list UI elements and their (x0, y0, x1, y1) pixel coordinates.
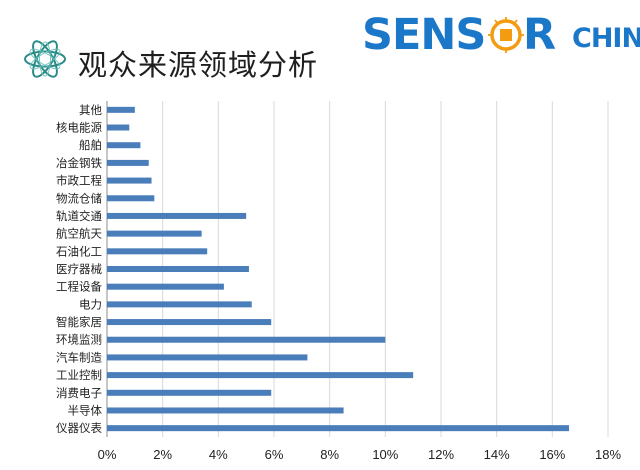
x-tick-label: 8% (320, 447, 339, 462)
category-label: 汽车制造 (56, 350, 102, 364)
category-label: 冶金钢铁 (56, 156, 102, 170)
bar (107, 389, 272, 396)
category-label: 其他 (79, 103, 102, 117)
logo-text-china: CHINA (572, 23, 640, 54)
horizontal-bar-chart: 其他核电能源船舶冶金钢铁市政工程物流仓储轨道交通航空航天石油化工医疗器械工程设备… (56, 101, 622, 462)
bars (107, 106, 570, 432)
x-tick-label: 18% (595, 447, 621, 462)
bar (107, 106, 135, 113)
category-label: 仪器仪表 (56, 421, 102, 435)
page-title: 观众来源领域分析 (78, 48, 319, 82)
bar (107, 354, 308, 361)
bar (107, 177, 152, 184)
bar (107, 124, 130, 131)
x-tick-label: 4% (209, 447, 228, 462)
x-tick-label: 0% (98, 447, 117, 462)
bar (107, 195, 155, 202)
category-labels: 其他核电能源船舶冶金钢铁市政工程物流仓储轨道交通航空航天石油化工医疗器械工程设备… (56, 103, 102, 435)
category-label: 电力 (79, 297, 102, 311)
category-label: 半导体 (68, 403, 103, 417)
bar (107, 266, 249, 272)
category-label: 医疗器械 (56, 262, 102, 276)
slide-header: 观众来源领域分析 SENS R CHINA (0, 0, 640, 90)
category-label: 石油化工 (56, 244, 102, 258)
bar (107, 336, 386, 343)
category-label: 物流仓储 (56, 191, 102, 205)
bar (107, 407, 344, 414)
x-tick-label: 2% (153, 447, 172, 462)
category-label: 工程设备 (56, 280, 102, 294)
bar (107, 372, 414, 379)
category-label: 智能家居 (56, 315, 102, 329)
sensor-china-logo: SENS R CHINA (360, 10, 640, 60)
bar (107, 159, 149, 166)
category-label: 船舶 (79, 138, 102, 152)
bar (107, 248, 208, 255)
x-tick-label: 16% (539, 447, 565, 462)
bar (107, 283, 224, 290)
circuit-chip-icon (488, 17, 524, 53)
bar (107, 142, 141, 149)
x-tick-label: 6% (265, 447, 284, 462)
bar (107, 230, 202, 237)
bar (107, 301, 252, 308)
x-tick-labels: 0% 2% 4% 6% 8% 10% 12% 14% 16% 18% (98, 447, 622, 462)
bar (107, 212, 247, 219)
x-tick-label: 10% (372, 447, 398, 462)
bar (107, 319, 272, 326)
category-label: 航空航天 (56, 227, 102, 241)
logo-text-r: R (523, 10, 557, 60)
category-label: 市政工程 (56, 174, 102, 188)
atom-orbit-icon (24, 40, 66, 78)
x-tick-label: 12% (428, 447, 454, 462)
x-tick-label: 14% (484, 447, 510, 462)
category-label: 核电能源 (56, 121, 102, 135)
category-label: 环境监测 (56, 333, 102, 347)
logo-text-sens: SENS (362, 10, 486, 60)
bar (107, 425, 570, 432)
category-label: 消费电子 (56, 386, 102, 400)
grid-lines (106, 101, 609, 437)
category-label: 轨道交通 (56, 209, 102, 223)
category-label: 工业控制 (56, 368, 102, 382)
